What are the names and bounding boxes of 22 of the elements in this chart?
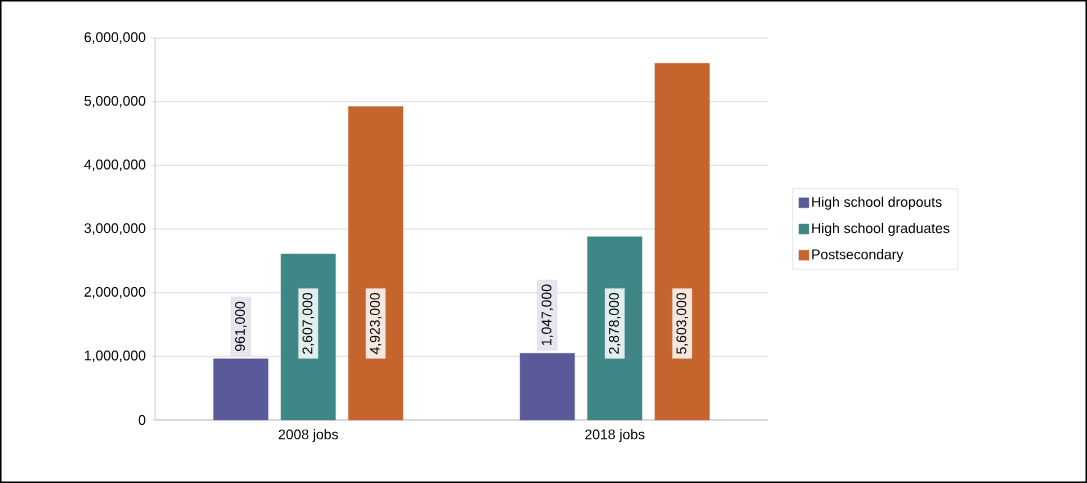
data-label: 4,923,000: [369, 292, 382, 355]
y-tick-label: 1,000,000: [84, 350, 146, 363]
y-tick-label: 2,000,000: [84, 286, 146, 299]
y-tick-label: 4,000,000: [84, 159, 146, 172]
bar: [519, 353, 575, 421]
data-label: 2,878,000: [608, 292, 621, 354]
y-tick-label: 0: [138, 415, 146, 425]
data-label: 2,607,000: [302, 292, 315, 354]
x-tick-label: 2008 jobs: [278, 429, 338, 443]
y-tick-label: 6,000,000: [84, 32, 146, 44]
y-tick-label: 3,000,000: [84, 223, 146, 235]
bar: [348, 106, 404, 421]
data-label: 1,047,000: [541, 284, 554, 346]
x-tick-label: 2018 jobs: [585, 429, 645, 443]
legend-label: Postsecondary: [812, 249, 904, 263]
bar: [654, 63, 710, 421]
legend-label: High school graduates: [812, 222, 950, 236]
data-label: 961,000: [235, 301, 247, 351]
y-tick-label: 5,000,000: [84, 95, 146, 108]
bar: [213, 358, 269, 421]
legend-label: High school dropouts: [812, 196, 942, 210]
data-label: 5,603,000: [676, 292, 688, 354]
